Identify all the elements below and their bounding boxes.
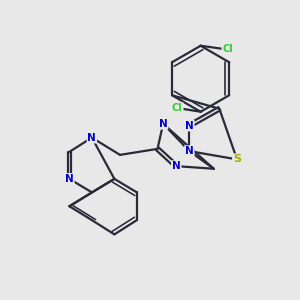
Text: S: S (233, 154, 241, 164)
Text: Cl: Cl (222, 44, 233, 55)
Text: N: N (172, 161, 181, 171)
Text: N: N (65, 174, 74, 184)
Text: Cl: Cl (172, 103, 183, 113)
Text: N: N (185, 146, 194, 156)
Text: N: N (88, 133, 96, 142)
Text: N: N (159, 119, 167, 129)
Text: N: N (185, 121, 194, 130)
